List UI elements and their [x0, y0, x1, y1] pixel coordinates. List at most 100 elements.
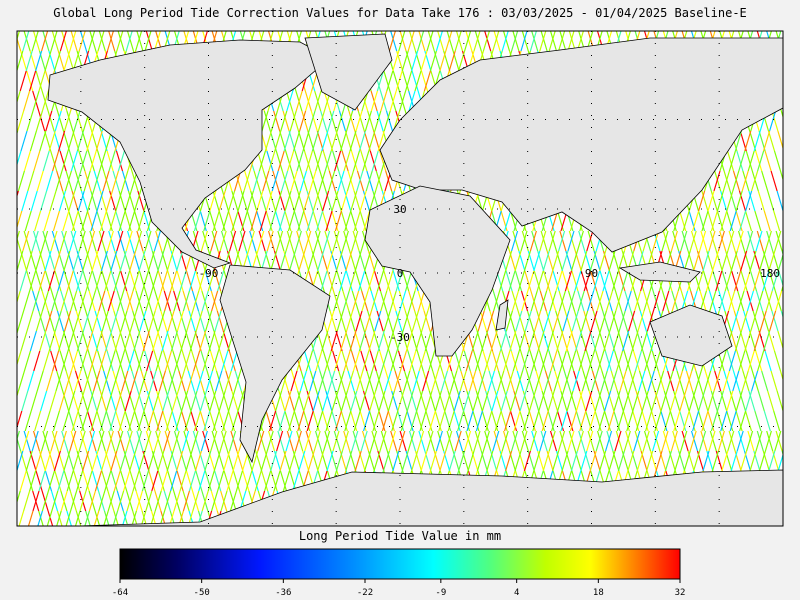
track-segment — [126, 490, 134, 512]
track-segment — [78, 150, 86, 172]
track-segment — [775, 230, 783, 252]
track-segment — [761, 370, 769, 392]
track-segment — [177, 370, 185, 392]
track-segment — [145, 490, 153, 512]
track-segment — [628, 310, 636, 332]
track-segment — [521, 430, 529, 452]
track-segment — [539, 31, 547, 52]
track-segment — [136, 430, 144, 452]
track-segment — [71, 210, 79, 232]
track-segment — [258, 430, 266, 452]
track-segment — [714, 170, 722, 192]
track-segment — [367, 310, 375, 332]
track-segment — [153, 350, 161, 372]
track-segment — [413, 370, 421, 392]
track-segment — [728, 230, 736, 252]
track-segment — [405, 330, 413, 352]
track-segment — [337, 370, 345, 392]
track-segment — [305, 430, 313, 452]
track-segment — [175, 410, 183, 432]
track-segment — [458, 450, 466, 472]
track-segment — [197, 310, 206, 332]
track-segment — [305, 350, 313, 372]
track-segment — [279, 470, 288, 492]
track-segment — [140, 370, 148, 392]
track-segment — [763, 210, 771, 232]
track-segment — [36, 170, 44, 192]
track-segment — [625, 430, 633, 452]
track-segment — [151, 470, 159, 492]
track-segment — [566, 390, 574, 412]
track-segment — [223, 450, 231, 472]
track-segment — [35, 470, 43, 492]
track-segment — [683, 250, 691, 272]
track-segment — [764, 230, 772, 252]
track-segment — [93, 170, 101, 192]
track-segment — [201, 490, 209, 512]
track-segment — [794, 491, 800, 511]
track-segment — [326, 270, 335, 292]
track-segment — [472, 390, 480, 412]
track-segment — [560, 410, 568, 432]
track-segment — [343, 430, 351, 452]
track-segment — [256, 190, 264, 212]
track-segment — [494, 390, 502, 412]
track-segment — [172, 430, 180, 452]
track-segment — [606, 350, 614, 372]
track-segment — [132, 470, 140, 492]
track-segment — [298, 250, 306, 272]
track-segment — [510, 390, 518, 412]
track-segment — [358, 130, 366, 152]
track-segment — [796, 391, 800, 411]
track-segment — [180, 330, 188, 352]
track-segment — [702, 270, 711, 292]
track-segment — [18, 510, 25, 526]
track-segment — [777, 452, 783, 472]
track-segment — [127, 390, 136, 412]
track-segment — [75, 510, 82, 526]
track-segment — [103, 170, 111, 192]
track-segment — [250, 210, 258, 232]
track-segment — [0, 51, 4, 71]
track-segment — [179, 470, 187, 492]
track-segment — [694, 370, 702, 392]
track-segment — [567, 430, 575, 452]
track-segment — [559, 31, 567, 52]
track-segment — [582, 370, 590, 392]
track-segment — [317, 270, 325, 292]
track-segment — [312, 190, 320, 212]
track-segment — [66, 270, 74, 292]
track-segment — [646, 310, 654, 332]
track-segment — [681, 290, 689, 312]
track-segment — [141, 470, 149, 492]
track-segment — [17, 36, 22, 52]
track-segment — [193, 350, 201, 372]
track-segment — [732, 370, 740, 392]
track-segment — [40, 390, 48, 412]
track-segment — [235, 470, 243, 492]
track-segment — [108, 31, 116, 52]
track-segment — [306, 410, 314, 432]
track-segment — [322, 190, 330, 212]
track-segment — [257, 430, 265, 452]
track-segment — [389, 90, 397, 112]
track-segment — [753, 330, 761, 352]
track-segment — [67, 330, 75, 352]
track-segment — [7, 51, 13, 71]
track-segment — [709, 290, 717, 312]
track-segment — [369, 350, 377, 372]
track-segment — [711, 250, 719, 272]
track-segment — [62, 190, 70, 212]
track-segment — [34, 210, 42, 232]
track-segment — [268, 150, 276, 172]
track-segment — [135, 290, 143, 312]
track-segment — [208, 330, 216, 352]
track-segment — [99, 210, 107, 232]
track-segment — [17, 250, 24, 272]
track-segment — [747, 230, 755, 252]
track-segment — [267, 430, 276, 452]
track-segment — [91, 270, 100, 292]
track-segment — [705, 270, 713, 292]
track-segment — [284, 390, 292, 412]
track-segment — [315, 190, 324, 212]
